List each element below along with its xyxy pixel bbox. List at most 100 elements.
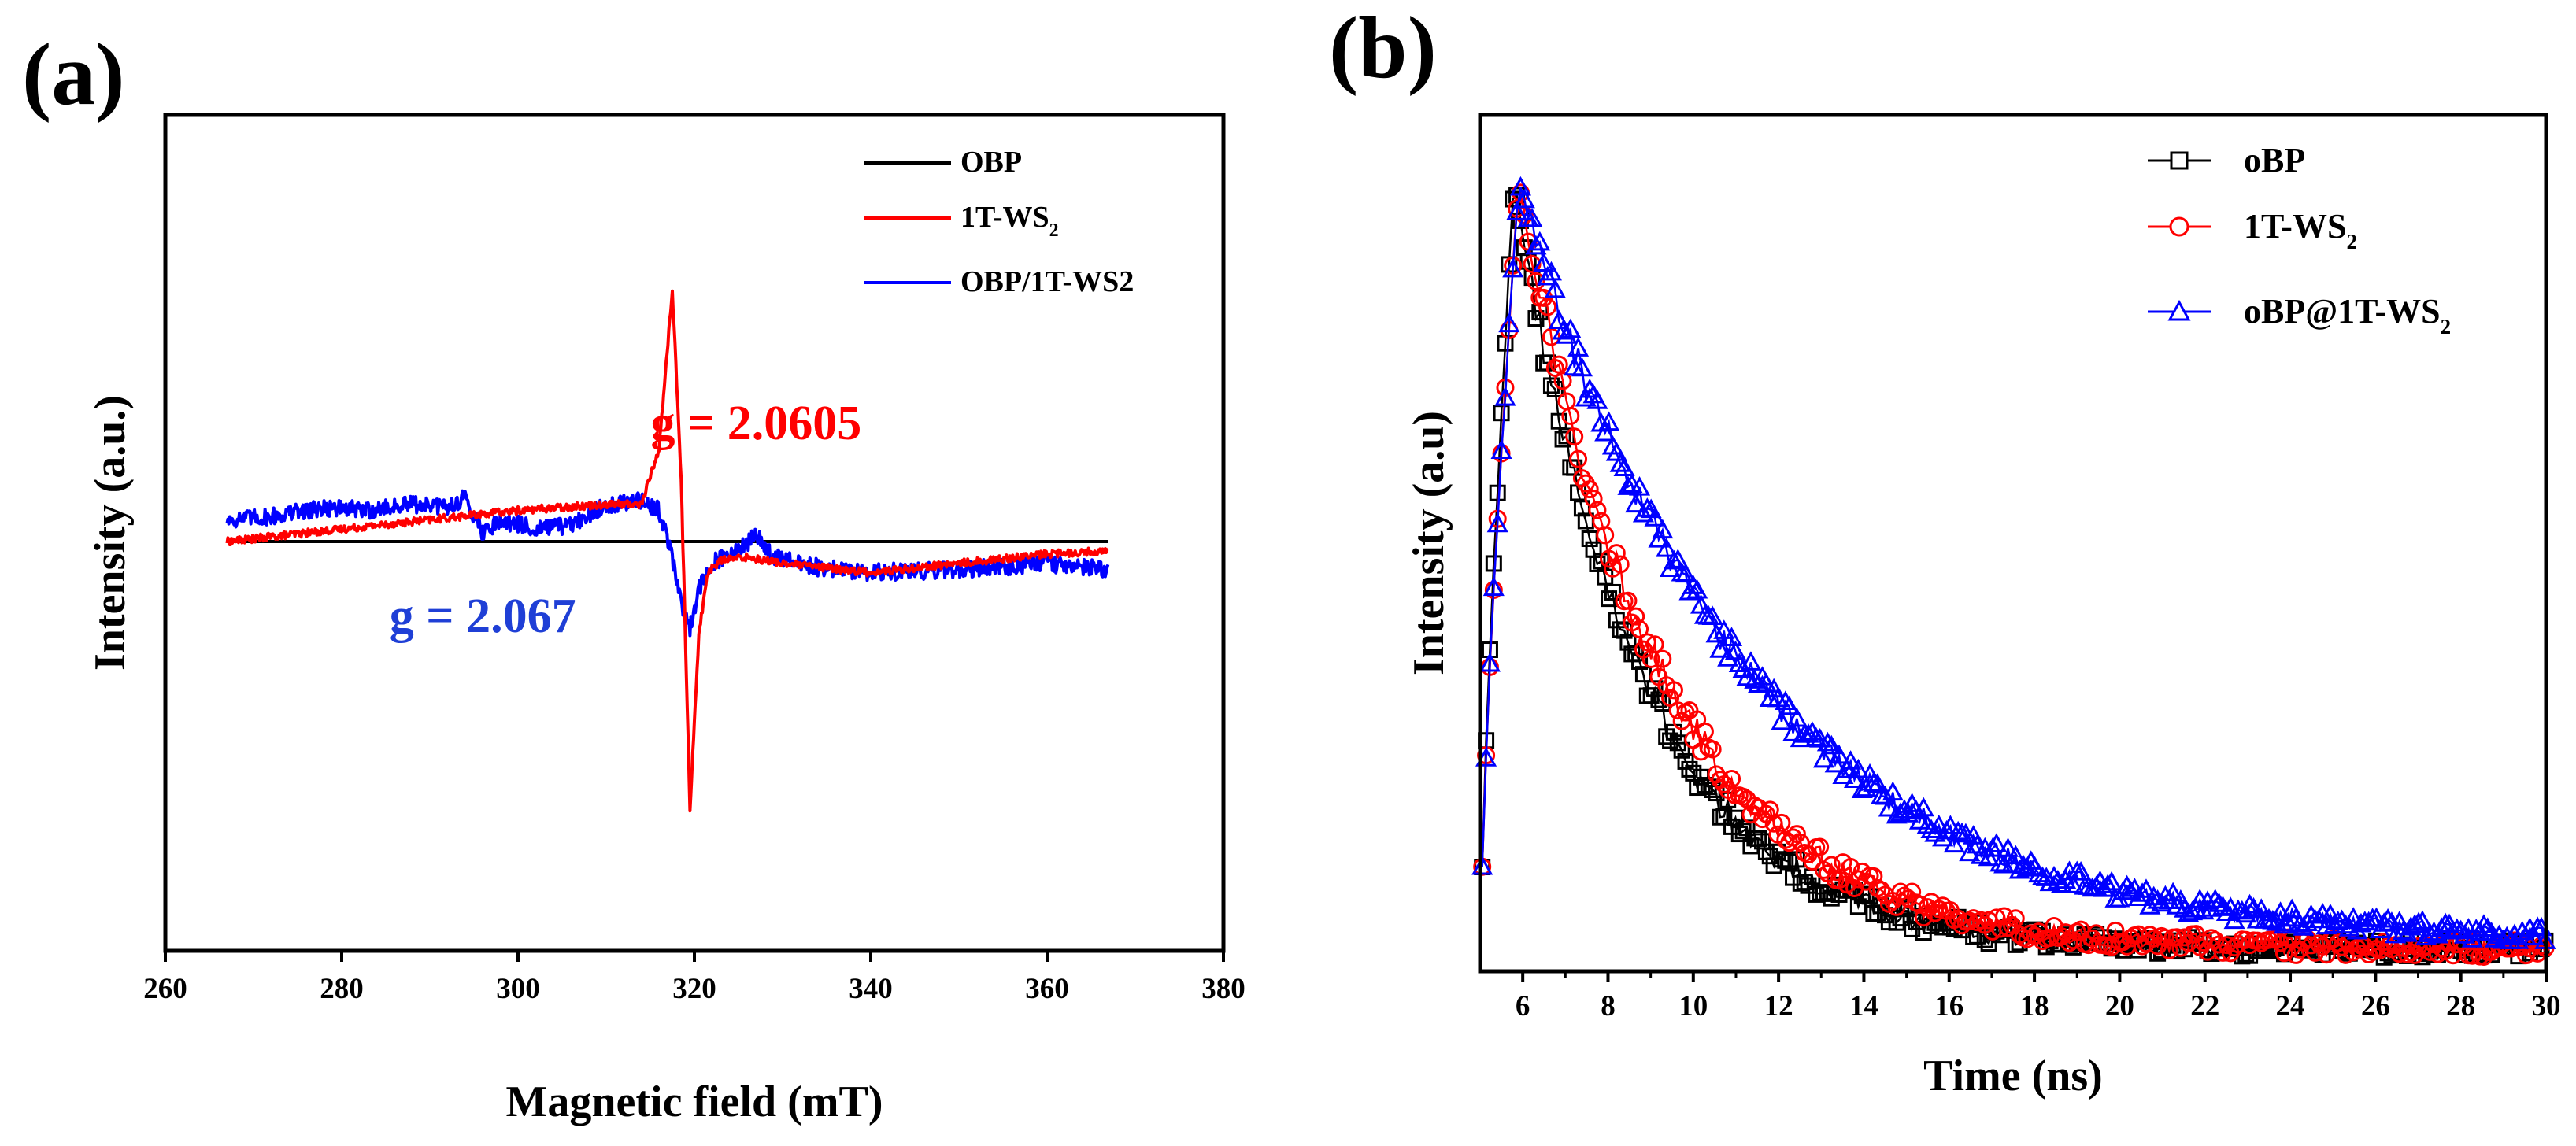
panel-b-legend-label-1t-ws2: 1T-WS2 bbox=[2244, 207, 2357, 253]
panel-b-marker-1t-ws2 bbox=[1549, 355, 1568, 374]
panel-b-marker-1t-ws2 bbox=[2156, 928, 2174, 947]
panel-b-marker-1t-ws2 bbox=[1538, 298, 1557, 316]
panel-b-marker-obp-1t-ws2 bbox=[1740, 651, 1762, 671]
panel-b-legend: oBP 1T-WS2 oBP@1T-WS2 bbox=[2148, 141, 2451, 338]
panel-b-marker-1t-ws2 bbox=[1653, 649, 1672, 668]
panel-b-marker-1t-ws2 bbox=[2160, 941, 2178, 959]
panel-b-marker-obp-1t-ws2 bbox=[1989, 852, 2012, 872]
panel-b-marker-obp-1t-ws2 bbox=[1782, 722, 1804, 741]
panel-b-marker-obp-1t-ws2 bbox=[1982, 837, 2004, 857]
panel-b-marker-obp-1t-ws2 bbox=[2411, 910, 2434, 930]
panel-a-legend-label-obp-1t-ws2: OBP/1T-WS2 bbox=[960, 265, 1134, 298]
panel-b-marker-1t-ws2 bbox=[1596, 526, 1615, 545]
panel-b-marker-1t-ws2 bbox=[1569, 449, 1588, 468]
panel-b-marker-obp-1t-ws2 bbox=[2208, 893, 2230, 912]
panel-b-marker-1t-ws2 bbox=[1668, 701, 1687, 720]
panel-b-marker-obp-1t-ws2 bbox=[1916, 814, 1938, 834]
panel-b-marker-1t-ws2 bbox=[1545, 358, 1564, 377]
panel-b-marker-1t-ws2 bbox=[1787, 825, 1806, 844]
panel-b-marker-obp-1t-ws2 bbox=[1617, 475, 1639, 495]
panel-b-marker-1t-ws2 bbox=[2363, 942, 2382, 961]
panel-b-marker-obp-1t-ws2 bbox=[1571, 357, 1593, 377]
panel-b-marker-1t-ws2 bbox=[1542, 327, 1560, 346]
panel-b-series-1t-ws2-markers bbox=[1473, 183, 2555, 967]
panel-b-y-axis-title: Intensity (a.u) bbox=[1405, 411, 1453, 675]
panel-b-marker-obp-1t-ws2 bbox=[2235, 903, 2257, 923]
panel-a-series-obp-1t-ws2 bbox=[225, 489, 1110, 638]
panel-b-marker-1t-ws2 bbox=[2041, 929, 2060, 948]
panel-b-marker-obp-1t-ws2 bbox=[2323, 914, 2345, 933]
panel-b-marker-obp-1t-ws2 bbox=[1675, 563, 1697, 583]
panel-b-marker-obp-1t-ws2 bbox=[2404, 914, 2426, 933]
panel-b-marker-1t-ws2 bbox=[1811, 837, 1830, 856]
panel-b-marker-obp-1t-ws2 bbox=[1886, 804, 1908, 824]
panel-b-marker-obp bbox=[1542, 377, 1560, 394]
panel-b-marker-obp-1t-ws2 bbox=[2430, 917, 2452, 937]
panel-b-marker-obp-1t-ws2 bbox=[1648, 528, 1670, 548]
panel-b-marker-1t-ws2 bbox=[1903, 882, 1922, 901]
panel-b-marker-obp-1t-ws2 bbox=[1755, 672, 1777, 693]
panel-b-marker-obp-1t-ws2 bbox=[1713, 619, 1735, 639]
panel-b-marker-obp-1t-ws2 bbox=[1490, 439, 1512, 459]
panel-b-marker-1t-ws2 bbox=[1723, 769, 1741, 788]
panel-b-series-obp-1t-ws2-markers bbox=[1471, 176, 2556, 949]
panel-b-marker-obp-1t-ws2 bbox=[1744, 669, 1766, 689]
panel-b-marker-obp-1t-ws2 bbox=[1878, 797, 1900, 817]
panel-b-marker-obp-1t-ws2 bbox=[1613, 457, 1635, 476]
panel-b-x-tick-label: 22 bbox=[2190, 990, 2219, 1022]
panel-b-marker-obp-1t-ws2 bbox=[1882, 781, 1904, 801]
panel-b-marker-obp-1t-ws2 bbox=[1479, 652, 1501, 672]
panel-a-annotation-g-blue: g = 2.067 bbox=[390, 590, 576, 643]
panel-b-marker-1t-ws2 bbox=[1910, 895, 1929, 914]
panel-b-marker-obp-1t-ws2 bbox=[1482, 576, 1505, 597]
panel-b-x-tick-label: 20 bbox=[2105, 990, 2134, 1022]
panel-b-marker-obp-1t-ws2 bbox=[2162, 882, 2184, 902]
panel-b-marker-obp-1t-ws2 bbox=[1686, 579, 1708, 599]
panel-a-series-1t-ws2 bbox=[225, 289, 1109, 813]
panel-a-x-tick-label: 360 bbox=[1025, 973, 1069, 1005]
panel-b-marker-obp-1t-ws2 bbox=[2097, 874, 2119, 893]
panel-b-series bbox=[1471, 176, 2556, 967]
panel-b-marker-obp bbox=[1777, 852, 1794, 869]
panel-b-marker-obp bbox=[1485, 555, 1502, 572]
panel-b-marker-obp-1t-ws2 bbox=[1533, 252, 1555, 272]
panel-a: (a) 260 280 300 320 340 360 380 Magnetic field… bbox=[22, 26, 1245, 1126]
panel-b-x-tick-label: 14 bbox=[1849, 990, 1878, 1022]
panel-a-x-ticks: 260 280 300 320 340 360 380 bbox=[143, 951, 1245, 1005]
panel-b-marker-obp-1t-ws2 bbox=[2277, 911, 2299, 932]
panel-a-annotation-g-red: g = 2.0605 bbox=[650, 397, 861, 450]
panel-b-marker-1t-ws2 bbox=[1630, 619, 1649, 638]
panel-a-annotations: g = 2.0605 g = 2.067 bbox=[390, 397, 862, 643]
panel-b-marker-obp-1t-ws2 bbox=[1509, 176, 1531, 196]
panel-b-marker-obp-1t-ws2 bbox=[2408, 911, 2430, 931]
panel-b-marker-obp-1t-ws2 bbox=[2377, 908, 2399, 928]
panel-b-label: (b) bbox=[1329, 0, 1437, 97]
panel-b-marker-obp-1t-ws2 bbox=[2070, 860, 2092, 881]
panel-b-marker-1t-ws2 bbox=[1627, 607, 1645, 626]
panel-b-marker-obp-1t-ws2 bbox=[1498, 312, 1520, 333]
panel-b-marker-obp-1t-ws2 bbox=[2415, 926, 2437, 945]
panel-b-marker-obp-1t-ws2 bbox=[1560, 318, 1582, 338]
panel-b-marker-obp-1t-ws2 bbox=[1625, 493, 1647, 513]
panel-b-marker-obp-1t-ws2 bbox=[2147, 889, 2169, 909]
panel-b-marker-1t-ws2 bbox=[1987, 908, 2006, 927]
panel-b-marker-1t-ws2 bbox=[1565, 427, 1584, 446]
panel-b-marker-obp-1t-ws2 bbox=[1828, 744, 1850, 764]
panel-b-marker-1t-ws2 bbox=[1695, 722, 1714, 741]
panel-a-x-tick-label: 380 bbox=[1201, 973, 1245, 1005]
panel-b-legend-marker-1t-ws2 bbox=[2169, 216, 2189, 237]
panel-b-marker-1t-ws2 bbox=[1607, 544, 1626, 563]
panel-b-marker-obp bbox=[1631, 652, 1649, 670]
panel-b-marker-obp-1t-ws2 bbox=[2154, 885, 2176, 905]
panel-b-marker-1t-ws2 bbox=[1864, 867, 1883, 885]
panel-b-marker-1t-ws2 bbox=[1611, 555, 1630, 574]
panel-b-legend-marker-obp bbox=[2170, 151, 2189, 170]
panel-b-x-tick-label: 26 bbox=[2361, 990, 2390, 1022]
panel-b-marker-obp-1t-ws2 bbox=[1840, 750, 1862, 770]
panel-b-marker-obp bbox=[1554, 431, 1571, 448]
panel-b-marker-obp-1t-ws2 bbox=[1521, 208, 1543, 227]
panel-b-marker-obp-1t-ws2 bbox=[2193, 900, 2215, 920]
panel-b-marker-1t-ws2 bbox=[1561, 406, 1580, 425]
panel-a-x-axis-title: Magnetic field (mT) bbox=[506, 1078, 883, 1126]
